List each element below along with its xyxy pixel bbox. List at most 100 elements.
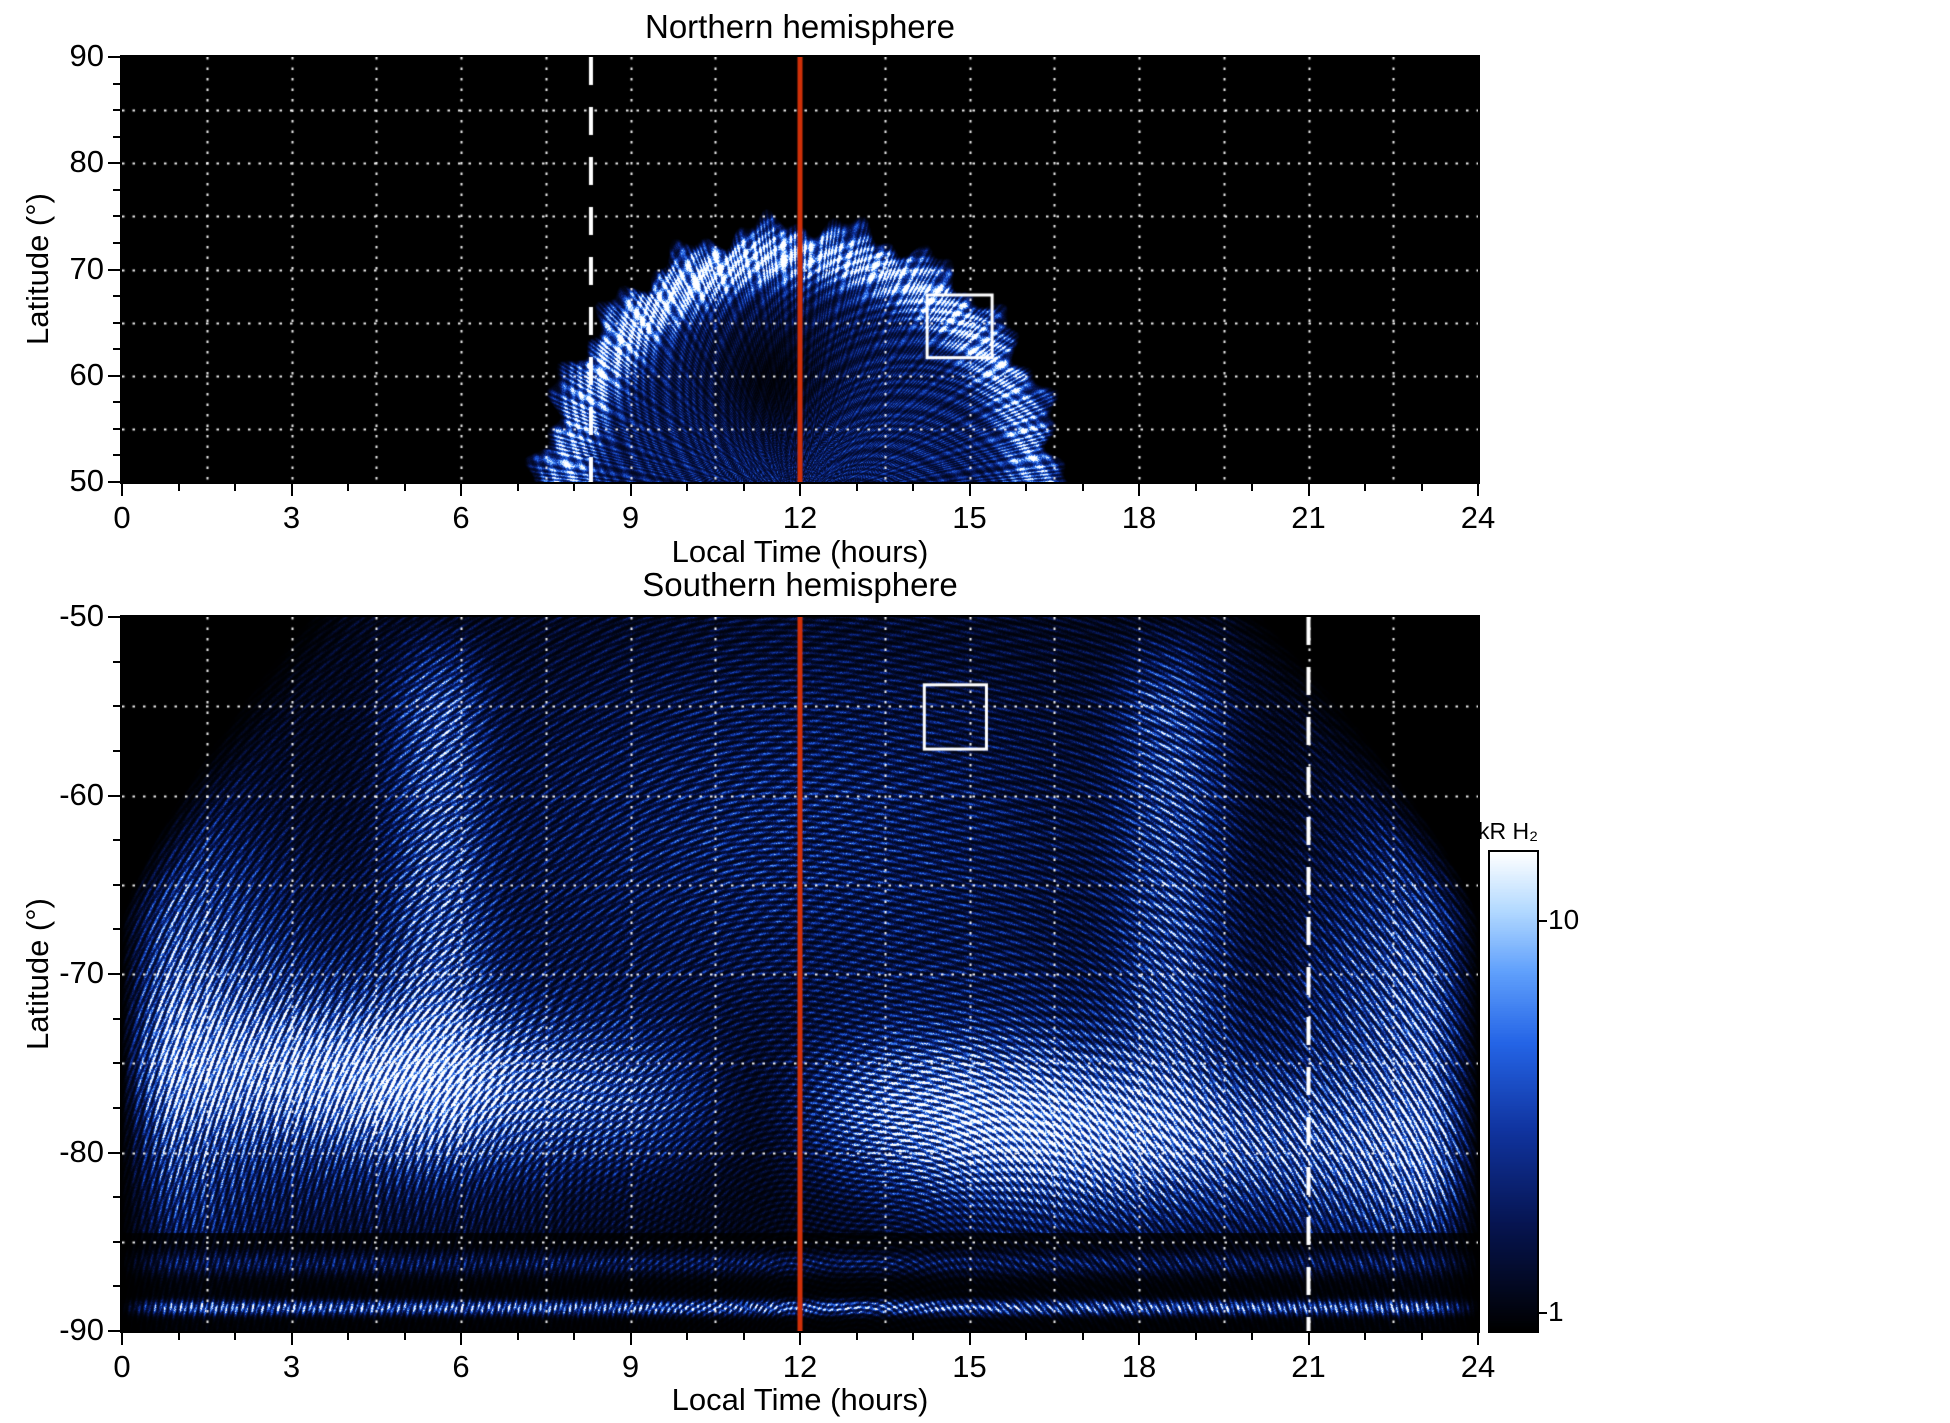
- y-minor-tick: [113, 883, 120, 886]
- x-major-tick: [460, 1333, 462, 1345]
- y-tick-label: -50: [59, 598, 104, 633]
- y-tick-label: 50: [69, 463, 104, 498]
- x-minor-tick: [1194, 484, 1197, 491]
- x-minor-tick: [1081, 1333, 1084, 1340]
- x-minor-tick: [855, 484, 858, 491]
- x-tick-label: 18: [1121, 500, 1157, 535]
- north-heatmap-canvas: [122, 57, 1478, 482]
- x-tick-label: 21: [1291, 1349, 1326, 1384]
- colorbar-tick-label: 1: [1548, 1296, 1564, 1328]
- x-major-tick: [460, 484, 462, 496]
- colorbar-tick-label: 10: [1548, 904, 1580, 936]
- x-major-tick: [290, 484, 293, 496]
- y-major-tick: [108, 794, 120, 797]
- y-major-tick: [108, 1151, 120, 1154]
- x-minor-tick: [516, 484, 519, 491]
- x-major-tick: [629, 484, 632, 496]
- x-tick-label: 24: [1460, 1349, 1496, 1384]
- x-minor-tick: [855, 1333, 858, 1340]
- south-panel-title: Southern hemisphere: [642, 566, 958, 603]
- x-minor-tick: [1364, 1333, 1366, 1340]
- north-x-axis-label: Local Time (hours): [671, 534, 929, 569]
- x-minor-tick: [912, 1333, 914, 1340]
- north-plot-area: [120, 55, 1480, 484]
- x-major-tick: [799, 484, 801, 496]
- y-minor-tick: [113, 295, 120, 298]
- y-major-tick: [108, 481, 120, 483]
- x-major-tick: [799, 1333, 801, 1345]
- y-major-tick: [108, 973, 120, 975]
- x-minor-tick: [686, 484, 688, 491]
- x-minor-tick: [742, 484, 745, 491]
- y-major-tick: [108, 616, 120, 618]
- x-minor-tick: [686, 1333, 688, 1340]
- x-minor-tick: [347, 1333, 349, 1340]
- y-minor-tick: [113, 401, 120, 404]
- y-minor-tick: [113, 1196, 120, 1199]
- x-tick-label: 9: [621, 500, 640, 535]
- y-major-tick: [108, 162, 120, 165]
- colorbar-units-label: kR H₂: [1478, 818, 1539, 844]
- y-minor-tick: [113, 321, 120, 324]
- x-tick-label: 6: [452, 1349, 470, 1384]
- y-minor-tick: [113, 188, 120, 191]
- x-minor-tick: [347, 484, 349, 491]
- y-minor-tick: [113, 1017, 120, 1020]
- y-tick-label: 60: [69, 356, 104, 392]
- y-minor-tick: [113, 839, 120, 842]
- y-tick-label: -80: [59, 1133, 104, 1169]
- y-tick-label: 80: [69, 144, 104, 180]
- x-minor-tick: [1025, 484, 1027, 491]
- y-minor-tick: [113, 1106, 120, 1109]
- x-minor-tick: [1420, 484, 1423, 491]
- x-major-tick: [1307, 1333, 1310, 1345]
- x-tick-label: 6: [452, 500, 470, 535]
- x-major-tick: [1138, 484, 1140, 496]
- y-tick-label: -70: [59, 955, 104, 990]
- x-tick-label: 3: [282, 1349, 301, 1384]
- y-minor-tick: [113, 135, 120, 138]
- colorbar-gradient-canvas: [1490, 852, 1537, 1331]
- south-x-axis-label: Local Time (hours): [671, 1382, 929, 1417]
- x-tick-label: 15: [952, 1349, 987, 1384]
- x-major-tick: [1307, 484, 1310, 496]
- y-minor-tick: [113, 1285, 120, 1288]
- x-minor-tick: [403, 1333, 406, 1340]
- x-minor-tick: [234, 1333, 236, 1340]
- y-tick-label: 70: [69, 250, 104, 286]
- x-minor-tick: [1420, 1333, 1423, 1340]
- x-minor-tick: [1025, 1333, 1027, 1340]
- y-minor-tick: [113, 1240, 120, 1243]
- south-heatmap-canvas: [122, 617, 1478, 1331]
- colorbar-tick: [1539, 920, 1547, 923]
- colorbar-tick: [1539, 1312, 1547, 1315]
- x-major-tick: [121, 1333, 123, 1345]
- x-major-tick: [968, 1333, 971, 1345]
- y-major-tick: [108, 1330, 120, 1332]
- x-minor-tick: [1251, 484, 1253, 491]
- y-minor-tick: [113, 348, 120, 351]
- x-tick-label: 0: [113, 1349, 131, 1384]
- y-major-tick: [108, 56, 120, 58]
- north-panel-title: Northern hemisphere: [645, 8, 955, 45]
- x-minor-tick: [1251, 1333, 1253, 1340]
- x-major-tick: [290, 1333, 293, 1345]
- x-minor-tick: [234, 484, 236, 491]
- x-tick-label: 3: [282, 500, 301, 535]
- x-tick-label: 12: [782, 1349, 818, 1384]
- x-major-tick: [968, 484, 971, 496]
- y-minor-tick: [113, 241, 120, 244]
- x-tick-label: 0: [113, 500, 131, 535]
- y-tick-label: -90: [59, 1312, 104, 1347]
- x-major-tick: [121, 484, 123, 496]
- x-major-tick: [1138, 1333, 1140, 1345]
- x-major-tick: [1477, 484, 1479, 496]
- x-major-tick: [629, 1333, 632, 1345]
- y-minor-tick: [113, 1062, 120, 1065]
- x-minor-tick: [573, 484, 575, 491]
- colorbar: [1488, 850, 1539, 1333]
- x-tick-label: 9: [621, 1349, 640, 1384]
- y-minor-tick: [113, 928, 120, 931]
- x-minor-tick: [912, 484, 914, 491]
